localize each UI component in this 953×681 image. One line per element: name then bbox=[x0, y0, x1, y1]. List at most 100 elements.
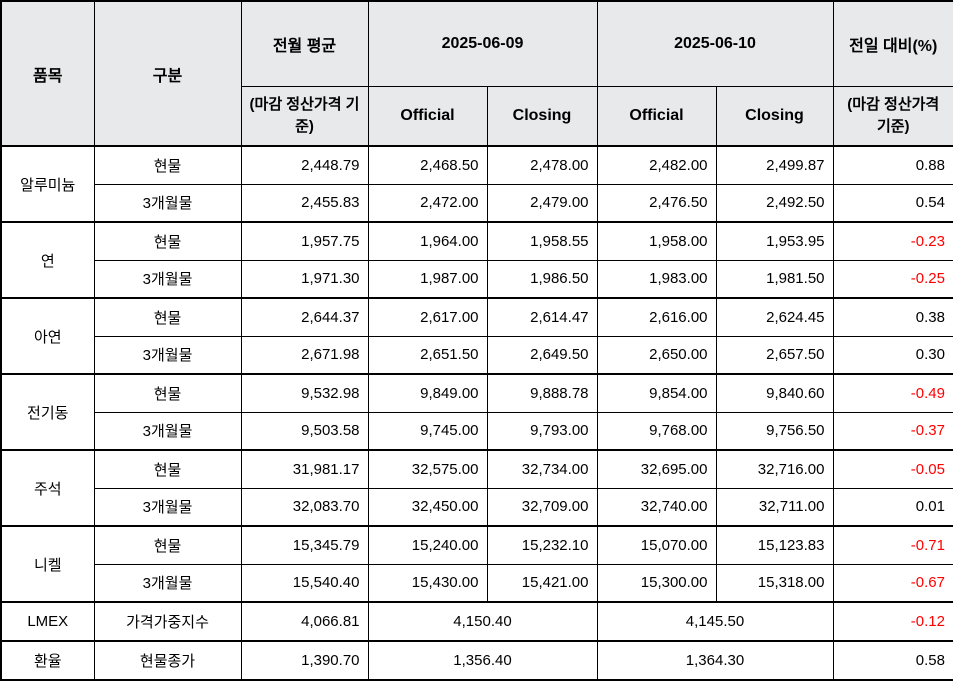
date1-official-cell: 32,575.00 bbox=[367, 449, 488, 489]
table-header: 품목 구분 전월 평균 2025-06-09 2025-06-10 전일 대비(… bbox=[0, 0, 953, 147]
date2-official-cell: 2,482.00 bbox=[596, 145, 717, 185]
header-date-2: 2025-06-10 bbox=[596, 0, 834, 87]
prev-avg-cell: 31,981.17 bbox=[240, 449, 369, 489]
category-cell: 현물 bbox=[93, 145, 242, 185]
prev-avg-cell: 9,532.98 bbox=[240, 373, 369, 413]
prev-avg-cell: 1,957.75 bbox=[240, 221, 369, 261]
date2-closing-cell: 1,953.95 bbox=[715, 221, 834, 261]
category-cell: 현물 bbox=[93, 373, 242, 413]
date1-closing-cell: 2,478.00 bbox=[486, 145, 598, 185]
date1-closing-cell: 2,479.00 bbox=[486, 183, 598, 223]
item-cell: 환율 bbox=[0, 640, 95, 681]
date2-closing-cell: 1,981.50 bbox=[715, 259, 834, 299]
category-cell: 3개월물 bbox=[93, 335, 242, 375]
date2-merged-cell: 1,364.30 bbox=[596, 640, 834, 681]
category-cell: 현물 bbox=[93, 297, 242, 337]
item-cell: 전기동 bbox=[0, 373, 95, 451]
date2-closing-cell: 2,624.45 bbox=[715, 297, 834, 337]
header-change: 전일 대비(%) bbox=[832, 0, 953, 87]
category-cell: 현물 bbox=[93, 525, 242, 565]
header-date1-closing: Closing bbox=[486, 85, 598, 147]
prev-avg-cell: 2,671.98 bbox=[240, 335, 369, 375]
category-cell: 현물 bbox=[93, 449, 242, 489]
prev-avg-cell: 2,644.37 bbox=[240, 297, 369, 337]
date2-official-cell: 15,070.00 bbox=[596, 525, 717, 565]
header-date1-official: Official bbox=[367, 85, 488, 147]
category-cell: 3개월물 bbox=[93, 259, 242, 299]
date2-closing-cell: 15,123.83 bbox=[715, 525, 834, 565]
prev-avg-cell: 4,066.81 bbox=[240, 601, 369, 642]
date1-closing-cell: 15,421.00 bbox=[486, 563, 598, 603]
category-cell: 3개월물 bbox=[93, 487, 242, 527]
header-row-sub: (마감 정산가격 기준) Official Closing Official C… bbox=[1, 85, 953, 147]
date1-official-cell: 9,745.00 bbox=[367, 411, 488, 451]
table-row: 3개월물 2,455.83 2,472.00 2,479.00 2,476.50 2,49… bbox=[1, 183, 953, 223]
date1-official-cell: 2,651.50 bbox=[367, 335, 488, 375]
prev-avg-cell: 1,390.70 bbox=[240, 640, 369, 681]
date2-closing-cell: 2,492.50 bbox=[715, 183, 834, 223]
header-category: 구분 bbox=[93, 0, 242, 147]
change-cell: 0.01 bbox=[832, 487, 953, 527]
date2-official-cell: 9,768.00 bbox=[596, 411, 717, 451]
item-cell: 아연 bbox=[0, 297, 95, 375]
change-cell: 0.30 bbox=[832, 335, 953, 375]
table-row: 전기동 현물 9,532.98 9,849.00 9,888.78 9,854.00 9,8… bbox=[0, 373, 953, 451]
change-cell: 0.54 bbox=[832, 183, 953, 223]
change-cell: -0.12 bbox=[832, 601, 953, 642]
date1-official-cell: 1,987.00 bbox=[367, 259, 488, 299]
date2-official-cell: 1,958.00 bbox=[596, 221, 717, 261]
date1-closing-cell: 9,793.00 bbox=[486, 411, 598, 451]
header-prev-avg: 전월 평균 bbox=[240, 0, 369, 87]
change-cell: -0.23 bbox=[832, 221, 953, 261]
change-cell: -0.49 bbox=[832, 373, 953, 413]
date1-official-cell: 32,450.00 bbox=[367, 487, 488, 527]
date1-official-cell: 1,964.00 bbox=[367, 221, 488, 261]
table-row: 3개월물 32,083.70 32,450.00 32,709.00 32,740.00… bbox=[1, 487, 953, 527]
date1-closing-cell: 32,734.00 bbox=[486, 449, 598, 489]
item-cell: 알루미늄 bbox=[0, 145, 95, 223]
change-cell: -0.05 bbox=[832, 449, 953, 489]
table-row: 3개월물 9,503.58 9,745.00 9,793.00 9,768.00 9,75… bbox=[1, 411, 953, 451]
date1-merged-cell: 1,356.40 bbox=[367, 640, 598, 681]
category-cell: 3개월물 bbox=[93, 563, 242, 603]
date2-official-cell: 9,854.00 bbox=[596, 373, 717, 413]
category-cell: 3개월물 bbox=[93, 183, 242, 223]
summary-row: LMEX 가격가중지수 4,066.81 4,150.40 4,145.50 -0.12 bbox=[0, 601, 953, 642]
date2-merged-cell: 4,145.50 bbox=[596, 601, 834, 642]
table-row: 3개월물 15,540.40 15,430.00 15,421.00 15,300.00… bbox=[1, 563, 953, 603]
header-change-sub: (마감 정산가격 기준) bbox=[832, 85, 953, 147]
header-date2-closing: Closing bbox=[715, 85, 834, 147]
table-row: 3개월물 1,971.30 1,987.00 1,986.50 1,983.00 1,98… bbox=[1, 259, 953, 299]
table-row: 3개월물 2,671.98 2,651.50 2,649.50 2,650.00 2,65… bbox=[1, 335, 953, 375]
date1-official-cell: 2,617.00 bbox=[367, 297, 488, 337]
change-cell: -0.25 bbox=[832, 259, 953, 299]
date1-closing-cell: 1,986.50 bbox=[486, 259, 598, 299]
table-row: 아연 현물 2,644.37 2,617.00 2,614.47 2,616.00 2,62… bbox=[0, 297, 953, 375]
change-cell: 0.88 bbox=[832, 145, 953, 185]
date1-closing-cell: 1,958.55 bbox=[486, 221, 598, 261]
date2-closing-cell: 2,499.87 bbox=[715, 145, 834, 185]
date1-closing-cell: 32,709.00 bbox=[486, 487, 598, 527]
date2-closing-cell: 32,716.00 bbox=[715, 449, 834, 489]
date1-official-cell: 2,472.00 bbox=[367, 183, 488, 223]
date1-merged-cell: 4,150.40 bbox=[367, 601, 598, 642]
date2-official-cell: 15,300.00 bbox=[596, 563, 717, 603]
change-cell: -0.37 bbox=[832, 411, 953, 451]
table-row: 알루미늄 현물 2,448.79 2,468.50 2,478.00 2,482.00 2,… bbox=[0, 145, 953, 223]
category-cell: 가격가중지수 bbox=[93, 601, 242, 642]
date2-official-cell: 2,476.50 bbox=[596, 183, 717, 223]
date2-closing-cell: 2,657.50 bbox=[715, 335, 834, 375]
header-row-main: 품목 구분 전월 평균 2025-06-09 2025-06-10 전일 대비(… bbox=[0, 0, 953, 147]
table-row: 니켈 현물 15,345.79 15,240.00 15,232.10 15,070.00… bbox=[0, 525, 953, 603]
date2-closing-cell: 9,840.60 bbox=[715, 373, 834, 413]
prev-avg-cell: 15,540.40 bbox=[240, 563, 369, 603]
date2-official-cell: 2,650.00 bbox=[596, 335, 717, 375]
date2-closing-cell: 9,756.50 bbox=[715, 411, 834, 451]
item-cell: 연 bbox=[0, 221, 95, 299]
date2-closing-cell: 32,711.00 bbox=[715, 487, 834, 527]
category-cell: 현물종가 bbox=[93, 640, 242, 681]
date1-closing-cell: 2,614.47 bbox=[486, 297, 598, 337]
date1-official-cell: 2,468.50 bbox=[367, 145, 488, 185]
